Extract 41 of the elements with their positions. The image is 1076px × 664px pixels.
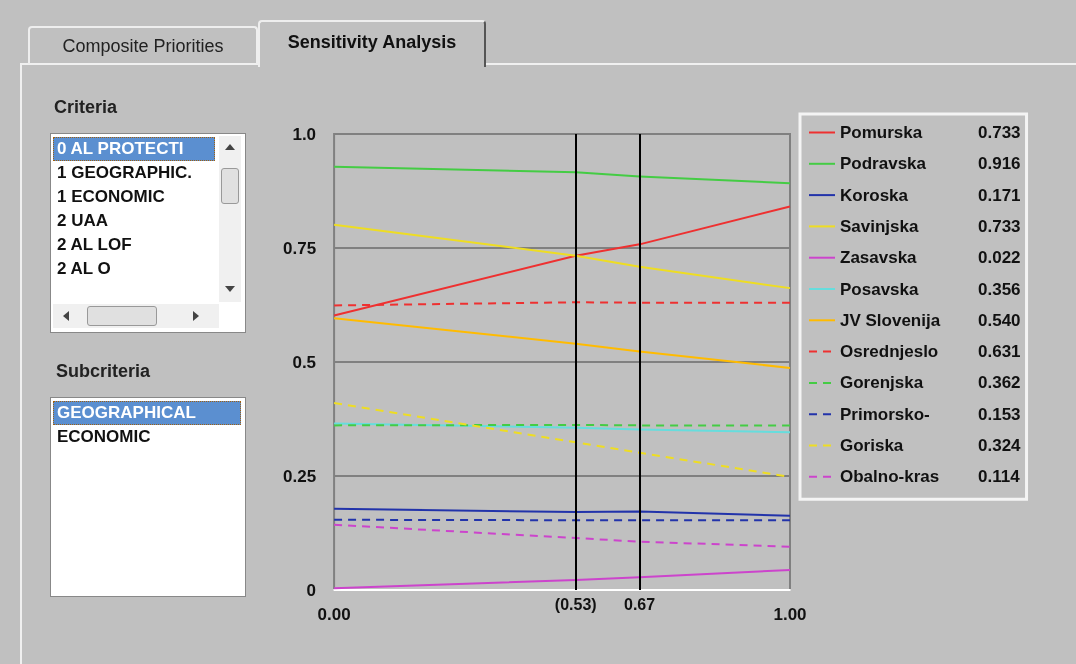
text: 2 UAA (57, 211, 109, 230)
line-series (333, 317, 791, 369)
line-series (333, 205, 791, 317)
text: Savinjska 0.733 (840, 216, 1021, 236)
text: Gorenjska 0.362 (840, 373, 1021, 393)
text: 0 AL PROTECTI (57, 139, 184, 158)
text: Primorsko- 0.153 (840, 404, 1021, 424)
y-tick-label: 0 (306, 580, 317, 600)
y-tick-label: 0.5 (292, 352, 317, 372)
ref-line-label: 0.67 (623, 595, 656, 613)
text: Pomurska 0.733 (840, 123, 1021, 142)
text: Subcriteria (56, 361, 151, 381)
text: Goriska 0.324 (840, 436, 1021, 455)
line-series (333, 568, 791, 590)
text: 2 AL O (57, 259, 111, 278)
y-tick-label: 1.0 (292, 124, 317, 144)
line-series (333, 507, 791, 517)
y-tick-label: 0.25 (282, 466, 317, 486)
text: GEOGRAPHICAL (57, 403, 196, 422)
x-tick-label: 0.00 (317, 605, 351, 624)
line-series (333, 523, 791, 548)
line-series (333, 165, 791, 185)
text: Criteria (54, 97, 118, 117)
x-tick-label: 1.00 (773, 605, 807, 624)
y-tick-label: 0.75 (282, 238, 317, 258)
text: JV Slovenija 0.540 (840, 310, 1021, 330)
text: 1 GEOGRAPHIC. (57, 163, 193, 182)
text: ECONOMIC (57, 427, 151, 446)
text: Koroska 0.171 (840, 185, 1021, 205)
text: Obalno-kras 0.114 (840, 467, 1020, 487)
line-series (333, 223, 791, 290)
text: Osrednjeslo 0.631 (840, 342, 1021, 362)
text: Composite Priorities (62, 36, 224, 56)
text: Podravska 0.916 (840, 154, 1021, 174)
text: 2 AL LOF (57, 235, 132, 254)
line-series (333, 422, 791, 434)
text: Sensitivity Analysis (287, 32, 457, 52)
text: Posavska 0.356 (840, 279, 1021, 299)
text: Zasavska 0.022 (840, 248, 1021, 268)
text: 1 ECONOMIC (57, 187, 165, 206)
ref-line-label: (0.53) (554, 595, 597, 613)
